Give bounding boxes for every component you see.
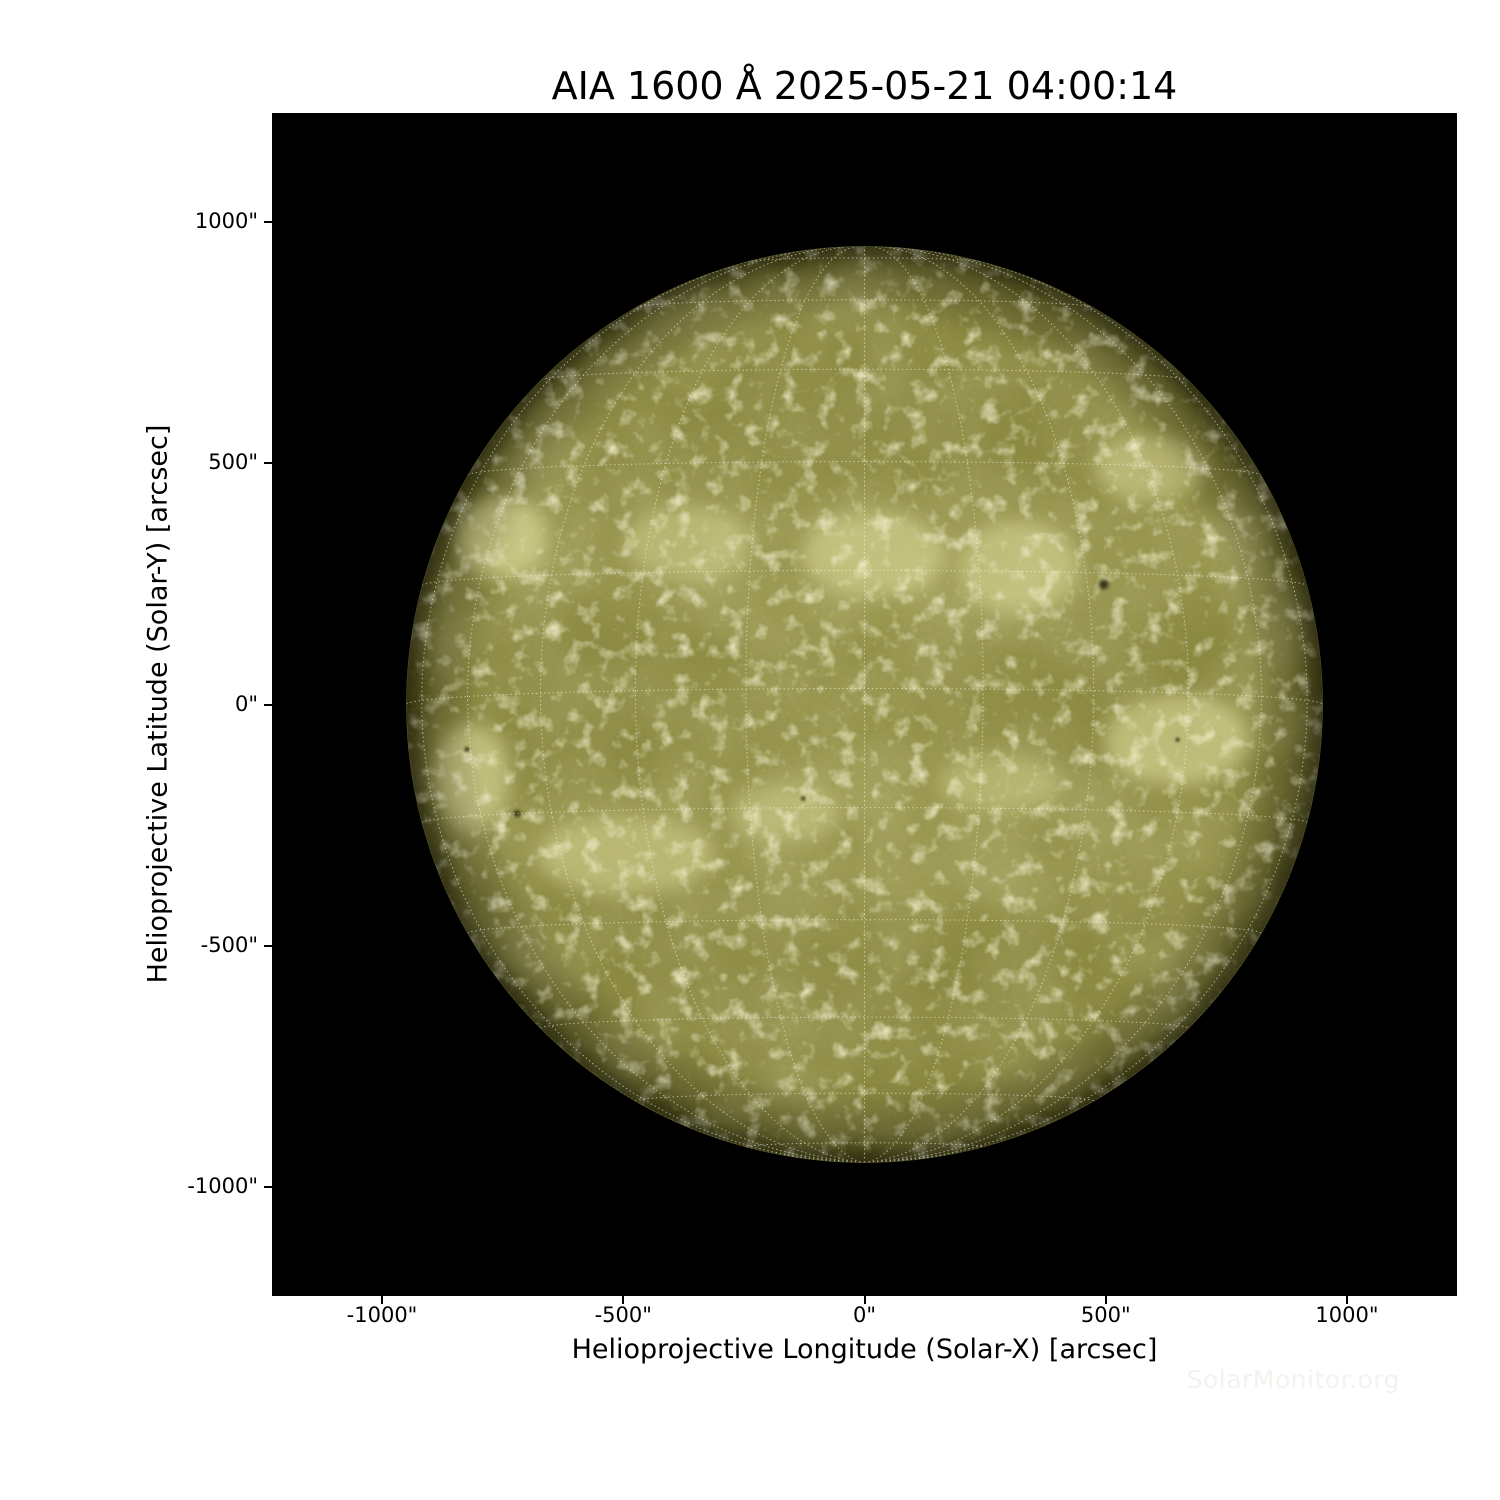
x-tick-label: 1000" (1315, 1303, 1379, 1327)
x-tick-label: -1000" (346, 1303, 418, 1327)
y-tick-mark (264, 944, 272, 947)
sun-image (272, 113, 1457, 1296)
x-axis-label: Helioprojective Longitude (Solar-X) [arc… (571, 1334, 1158, 1365)
x-tick-mark (1345, 1296, 1348, 1304)
x-tick-label: 500" (1080, 1303, 1131, 1327)
x-tick-mark (381, 1296, 383, 1304)
y-tick-mark (264, 1185, 272, 1188)
x-tick-mark (863, 1296, 866, 1304)
y-tick-label: -1000" (187, 1173, 258, 1198)
y-tick-mark (264, 221, 272, 223)
y-tick-label: 1000" (194, 209, 258, 233)
x-tick-label: 0" (852, 1303, 877, 1327)
x-tick-mark (622, 1296, 625, 1304)
y-tick-label: -500" (200, 932, 258, 957)
plot-area: SolarMonitor.org (272, 113, 1457, 1394)
chart-title: AIA 1600 Å 2025-05-21 04:00:14 (551, 64, 1178, 108)
watermark: SolarMonitor.org (1186, 1365, 1400, 1394)
x-tick-mark (1104, 1296, 1107, 1304)
y-tick-mark (264, 462, 272, 465)
heliographic-grid (406, 246, 1323, 1163)
y-tick-label: 500" (208, 450, 258, 475)
y-tick-label: 0" (234, 691, 258, 716)
y-tick-mark (264, 703, 272, 706)
x-tick-label: -500" (594, 1303, 652, 1327)
